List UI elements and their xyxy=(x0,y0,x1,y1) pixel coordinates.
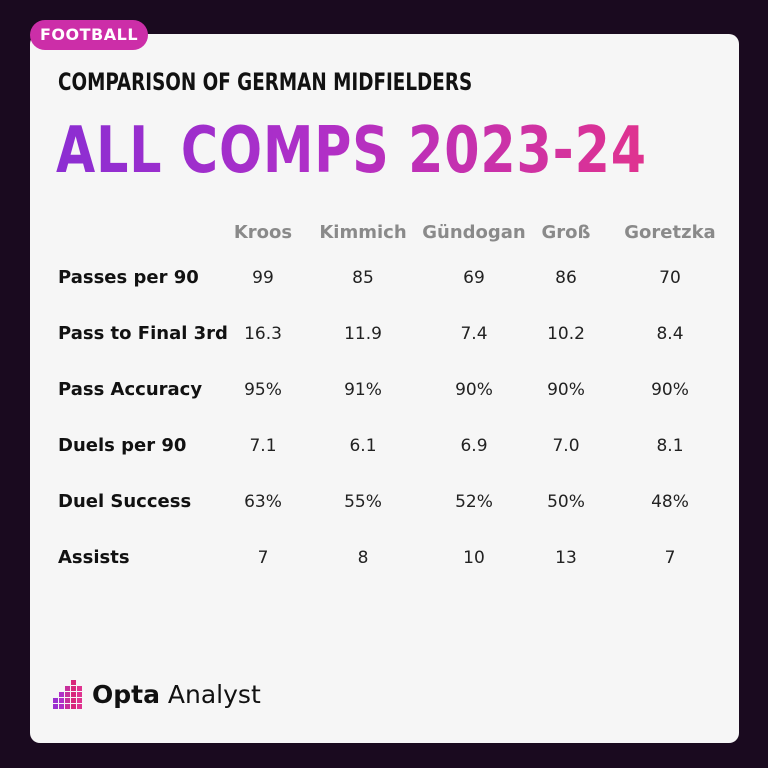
table-cell: 91% xyxy=(344,380,382,400)
chart-subtitle: COMPARISON OF GERMAN MIDFIELDERS xyxy=(58,68,473,96)
table-cell: 16.3 xyxy=(244,324,282,344)
table-cell: 63% xyxy=(244,492,282,512)
table-cell: 90% xyxy=(651,380,689,400)
table-cell: 8.1 xyxy=(656,436,684,456)
opta-logo-icon xyxy=(53,680,82,709)
row-label: Pass Accuracy xyxy=(58,379,203,400)
table-cell: 8.4 xyxy=(656,324,684,344)
table-cell: 85 xyxy=(352,268,374,288)
table-cell: 55% xyxy=(344,492,382,512)
column-header: Groß xyxy=(541,222,591,243)
table-cell: 10.2 xyxy=(547,324,585,344)
table-cell: 52% xyxy=(455,492,493,512)
chart-title: ALL COMPS 2023-24 xyxy=(56,110,647,192)
table-cell: 48% xyxy=(651,492,689,512)
row-label: Duel Success xyxy=(58,491,192,512)
column-header: Kimmich xyxy=(319,222,407,243)
row-label: Pass to Final 3rd xyxy=(58,323,228,344)
table-cell: 6.1 xyxy=(349,436,377,456)
table-cell: 99 xyxy=(252,268,274,288)
column-header: Kroos xyxy=(233,222,293,243)
table-cell: 50% xyxy=(547,492,585,512)
table-cell: 7.0 xyxy=(552,436,580,456)
category-tag[interactable]: FOOTBALL xyxy=(30,20,149,50)
content-card xyxy=(30,34,739,743)
table-cell: 6.9 xyxy=(460,436,488,456)
column-header: Goretzka xyxy=(624,222,716,243)
brand-bold: Opta xyxy=(92,680,160,709)
row-label: Passes per 90 xyxy=(58,267,199,288)
table-cell: 7 xyxy=(257,548,269,568)
table-cell: 7.4 xyxy=(460,324,488,344)
table-cell: 86 xyxy=(555,268,577,288)
table-cell: 90% xyxy=(455,380,493,400)
table-cell: 7.1 xyxy=(249,436,277,456)
table-cell: 10 xyxy=(463,548,485,568)
table-cell: 13 xyxy=(555,548,577,568)
brand-regular: Analyst xyxy=(159,680,261,709)
row-label: Duels per 90 xyxy=(58,435,187,456)
column-header: Gündogan xyxy=(422,222,526,243)
table-cell: 70 xyxy=(659,268,681,288)
table-cell: 8 xyxy=(357,548,369,568)
table-cell: 7 xyxy=(664,548,676,568)
table-cell: 11.9 xyxy=(344,324,382,344)
table-cell: 90% xyxy=(547,380,585,400)
row-label: Assists xyxy=(58,547,130,568)
table-cell: 69 xyxy=(463,268,485,288)
opta-analyst-logo: Opta Analyst xyxy=(92,678,261,712)
table-cell: 95% xyxy=(244,380,282,400)
